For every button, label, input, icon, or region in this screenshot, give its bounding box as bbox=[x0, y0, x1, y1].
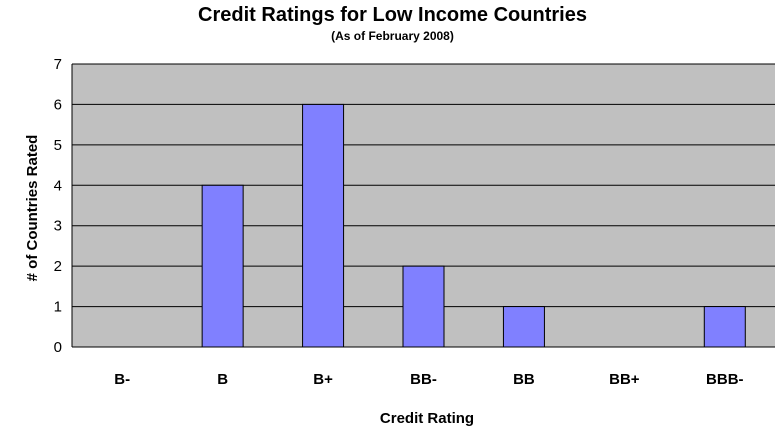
x-category-label: BBB- bbox=[706, 371, 744, 388]
y-axis-ticks: 0 1 2 3 4 5 6 7 bbox=[54, 56, 62, 356]
x-category-label: B+ bbox=[313, 371, 333, 388]
y-tick-label: 3 bbox=[54, 218, 62, 235]
y-tick-label: 2 bbox=[54, 258, 62, 275]
bar-bb bbox=[502, 306, 545, 348]
x-category-label: BB bbox=[513, 371, 535, 388]
bar-b-plus bbox=[302, 103, 345, 348]
gridlines bbox=[71, 63, 775, 348]
bar-bb-minus bbox=[402, 265, 445, 348]
x-axis-categories: B- B B+ BB- BB BB+ BBB- bbox=[114, 371, 743, 388]
x-category-label: B- bbox=[114, 371, 130, 388]
x-category-label: BB- bbox=[410, 371, 437, 388]
y-tick-label: 4 bbox=[54, 177, 62, 194]
bar-b bbox=[201, 184, 244, 348]
x-axis-title: Credit Rating bbox=[380, 410, 474, 427]
y-tick-label: 7 bbox=[54, 56, 62, 73]
x-category-label: BB+ bbox=[609, 371, 640, 388]
bar-bbb-minus bbox=[703, 306, 746, 348]
bars bbox=[201, 103, 746, 348]
chart-subtitle: (As of February 2008) bbox=[331, 29, 454, 43]
chart-title: Credit Ratings for Low Income Countries bbox=[198, 4, 587, 26]
y-tick-label: 6 bbox=[54, 96, 62, 113]
x-category-label: B bbox=[217, 371, 228, 388]
y-tick-label: 0 bbox=[54, 339, 62, 356]
y-tick-label: 1 bbox=[54, 299, 62, 316]
y-axis-title: # of Countries Rated bbox=[24, 135, 41, 282]
y-tick-label: 5 bbox=[54, 137, 62, 154]
